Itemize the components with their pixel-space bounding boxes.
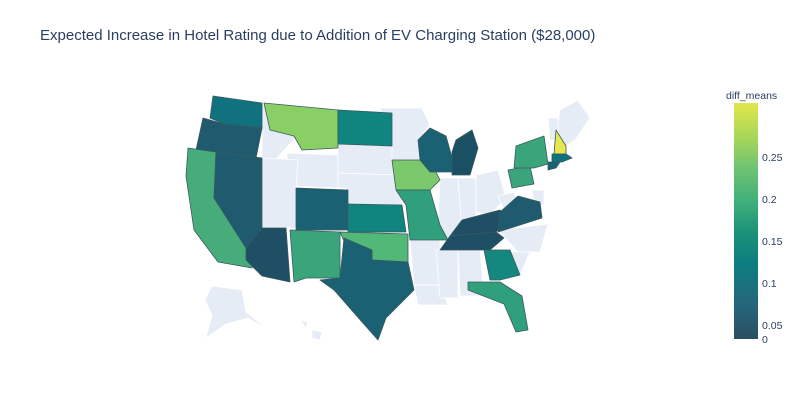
no-data-states	[204, 99, 591, 341]
state-CO	[295, 187, 349, 231]
state-NM	[289, 229, 341, 283]
state-AK	[204, 285, 269, 339]
state-FL	[467, 281, 529, 333]
state-NY	[513, 135, 549, 169]
state-NC	[497, 223, 549, 253]
state-GA	[483, 249, 521, 281]
state-CT	[547, 161, 561, 171]
state-AR	[409, 239, 441, 286]
data-states	[185, 95, 573, 341]
state-AZ	[245, 227, 291, 283]
colorbar-title: diff_means	[726, 90, 778, 102]
colorbar	[734, 103, 758, 339]
colorbar-tick: 0.15	[762, 236, 783, 248]
state-TN	[439, 231, 505, 251]
state-HI-a	[299, 319, 309, 329]
colorbar-tick: 0.2	[762, 194, 777, 206]
chart-title: Expected Increase in Hotel Rating due to…	[40, 27, 596, 44]
state-MS	[435, 249, 459, 299]
state-ND	[337, 109, 393, 147]
colorbar-tick: 0.05	[762, 320, 783, 332]
state-HI-b	[311, 329, 323, 341]
colorbar-tick: 0.25	[762, 152, 783, 164]
colorbar-tick: 0	[762, 334, 768, 346]
state-MA	[551, 153, 573, 163]
state-OR	[195, 117, 263, 159]
colorbar-tick: 0.1	[762, 278, 777, 290]
state-OH	[475, 169, 507, 216]
state-SD	[337, 142, 395, 176]
state-VA	[497, 195, 543, 233]
state-MI	[451, 129, 479, 176]
state-PA	[507, 165, 535, 189]
state-TX	[319, 237, 415, 341]
state-KS	[347, 203, 407, 233]
